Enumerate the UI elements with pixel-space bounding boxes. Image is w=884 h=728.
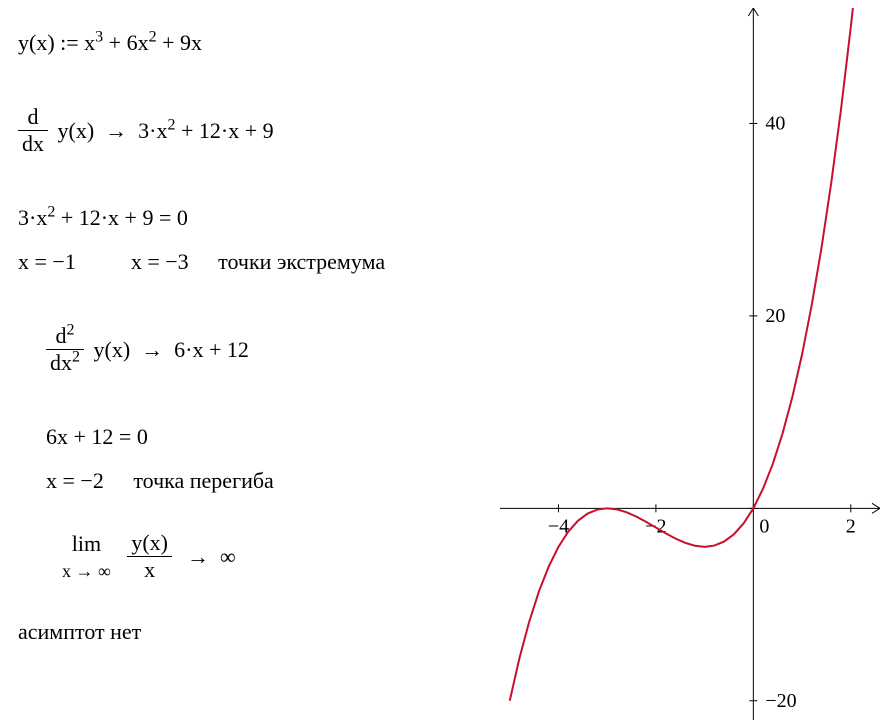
second-derivative: d2 dx2 y(x) → 6·x + 12 [46,323,478,376]
lim-frac-num: y(x) [127,530,172,557]
limit-expression: lim x → ∞ y(x) x → ∞ [62,530,478,583]
cubic-curve [510,8,853,701]
frac-den-2: dx2 [46,350,84,376]
lim-block: lim x → ∞ [62,531,111,583]
math-column: y(x) := x3 + 6x2 + 9x d dx y(x) → 3·x2 +… [18,30,478,673]
second-deriv-result: y(x) → 6·x + 12 [94,337,249,363]
extremum-roots: x = −1 x = −3 точки экстремума [18,249,478,275]
root-x-minus-1: x = −1 [18,249,76,274]
frac-num: d [18,104,48,131]
inflection-label: точка перегиба [133,468,274,493]
x-tick-label: 0 [759,515,769,537]
frac-den: dx [18,131,48,157]
y-tick-label: 40 [765,112,785,134]
second-deriv-eq-zero: 6x + 12 = 0 [46,424,478,450]
x-tick-label: 2 [846,515,856,537]
frac-num-2: d2 [46,323,84,350]
page-root: { "math": { "func_def": "y(x) := x³ + 6x… [0,0,884,728]
cubic-curve-chart: −4−202−202040 [500,8,880,720]
x-tick-label: −2 [645,515,666,537]
asymptote-note: асимптот нет [18,619,478,645]
root-x-minus-3: x = −3 [131,249,189,274]
lim-result: → ∞ [182,544,236,570]
lim-word: lim [72,531,101,556]
root-x-minus-2: x = −2 [46,468,104,493]
y-tick-label: 20 [765,305,785,327]
inflection-root: x = −2 точка перегиба [46,468,478,494]
lim-fraction: y(x) x [127,530,172,583]
y-of-x: y(x) → 3·x2 + 12·x + 9 [58,118,274,144]
first-deriv-eq-zero: 3·x2 + 12·x + 9 = 0 [18,205,478,231]
infinity-symbol: ∞ [220,544,236,569]
function-definition: y(x) := x3 + 6x2 + 9x [18,30,478,56]
first-derivative: d dx y(x) → 3·x2 + 12·x + 9 [18,104,478,157]
d2-dx2-fraction: d2 dx2 [46,323,84,376]
chart-container: −4−202−202040 [500,8,880,720]
lim-frac-den: x [127,557,172,583]
d-dx-fraction: d dx [18,104,48,157]
lim-sub: x → ∞ [62,561,111,581]
extremum-label: точки экстремума [218,249,385,274]
y-tick-label: −20 [765,690,796,712]
